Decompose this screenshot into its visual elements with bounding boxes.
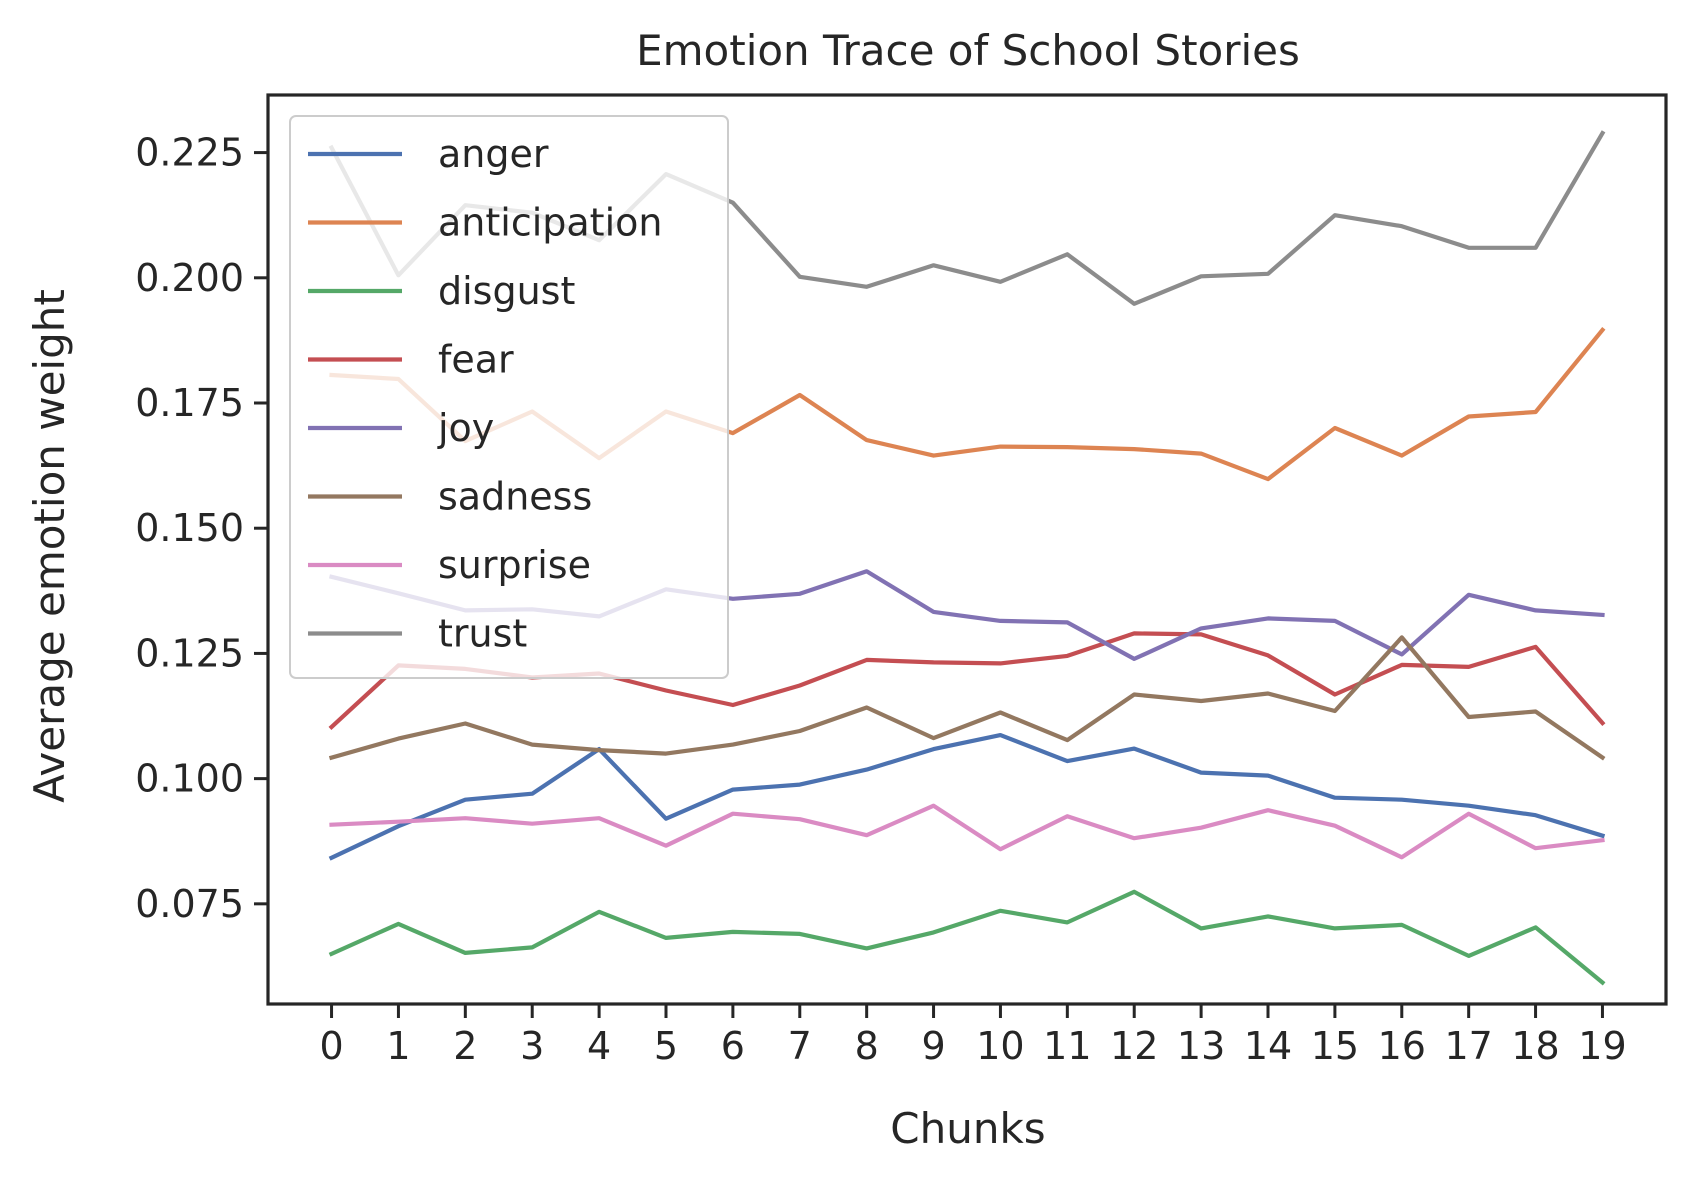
y-tick-label: 0.100 bbox=[135, 757, 244, 801]
legend-label-disgust: disgust bbox=[438, 269, 575, 313]
x-tick-label: 1 bbox=[386, 1024, 410, 1068]
legend-label-anticipation: anticipation bbox=[438, 201, 662, 245]
y-tick-label: 0.150 bbox=[135, 506, 244, 550]
y-axis-label: Average emotion weight bbox=[25, 289, 74, 803]
x-tick-label: 12 bbox=[1110, 1024, 1158, 1068]
y-tick-label: 0.200 bbox=[135, 256, 244, 300]
axes: 0 1 2 3 4 5 6 7 8 9 10 11 12 13 14 15 16 17 18 190.0750.100… bbox=[135, 93, 1668, 1068]
x-tick-label: 9 bbox=[921, 1024, 945, 1068]
x-tick-label: 6 bbox=[721, 1024, 745, 1068]
x-tick-label: 19 bbox=[1578, 1024, 1626, 1068]
x-tick-label: 2 bbox=[453, 1024, 477, 1068]
x-tick-label: 15 bbox=[1311, 1024, 1359, 1068]
legend-label-surprise: surprise bbox=[438, 543, 591, 587]
plot-frame bbox=[266, 93, 1668, 1006]
x-tick-label: 17 bbox=[1444, 1024, 1492, 1068]
x-tick-label: 8 bbox=[855, 1024, 879, 1068]
y-tick-label: 0.175 bbox=[135, 381, 244, 425]
x-tick-label: 10 bbox=[976, 1024, 1024, 1068]
x-tick-label: 13 bbox=[1177, 1024, 1225, 1068]
x-tick-label: 5 bbox=[654, 1024, 678, 1068]
y-tick-label: 0.075 bbox=[135, 882, 244, 926]
legend: anger anticipation disgust fear joy sadness su… bbox=[289, 115, 729, 679]
x-tick-label: 14 bbox=[1244, 1024, 1292, 1068]
chart-title: Emotion Trace of School Stories bbox=[636, 26, 1300, 75]
series-line-anger bbox=[328, 732, 1606, 861]
series-line-sadness bbox=[328, 635, 1606, 761]
x-tick-label: 3 bbox=[520, 1024, 544, 1068]
x-axis-label: Chunks bbox=[890, 1104, 1045, 1153]
x-tick-label: 0 bbox=[319, 1024, 343, 1068]
legend-label-sadness: sadness bbox=[438, 475, 592, 519]
x-tick-label: 4 bbox=[587, 1024, 611, 1068]
legend-label-fear: fear bbox=[438, 338, 514, 382]
y-tick-label: 0.225 bbox=[135, 131, 244, 175]
legend-label-joy: joy bbox=[437, 406, 494, 450]
series-line-surprise bbox=[329, 803, 1605, 860]
legend-label-anger: anger bbox=[438, 132, 549, 176]
legend-label-trust: trust bbox=[438, 612, 527, 656]
x-tick-label: 18 bbox=[1511, 1024, 1559, 1068]
series-line-disgust bbox=[328, 889, 1606, 986]
x-tick-label: 7 bbox=[788, 1024, 812, 1068]
y-tick-label: 0.125 bbox=[135, 631, 244, 675]
legend-box bbox=[289, 115, 729, 679]
x-tick-label: 16 bbox=[1378, 1024, 1426, 1068]
x-tick-label: 11 bbox=[1043, 1024, 1091, 1068]
